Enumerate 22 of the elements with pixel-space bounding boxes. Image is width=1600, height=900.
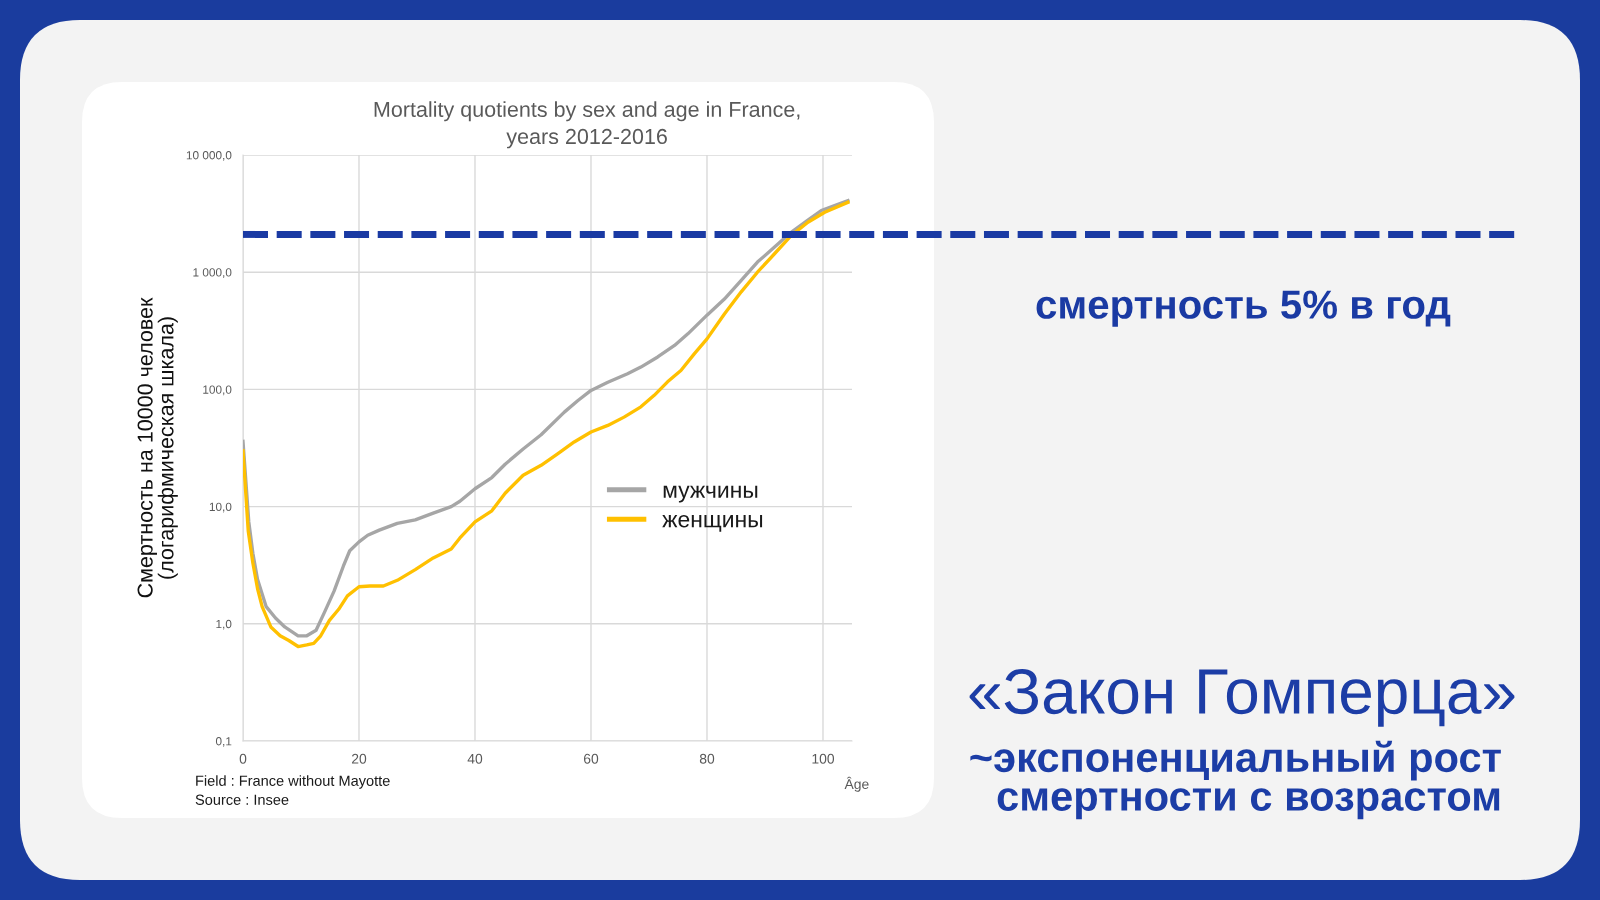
chart-title: Mortality quotients by sex and age in France, years 2012-2016: [374, 101, 800, 149]
x-axis-title: Âge: [844, 776, 869, 792]
x-tick-label: 80: [699, 753, 715, 764]
text: ~экспоненциальный рост смертности с возрастом: [970, 740, 1501, 820]
x-tick-label: 60: [583, 753, 599, 764]
x-tick-label: 20: [351, 753, 367, 764]
x-tick-label: 100: [812, 753, 835, 764]
y-tick-label: 10 000,0: [186, 151, 232, 161]
y-tick-label: 1,0: [216, 619, 232, 630]
text: «Закон Гомперца»: [969, 668, 1515, 727]
y-tick-label: 100,0: [203, 385, 232, 396]
ref-line-label: смертность 5% в год: [1036, 290, 1451, 327]
x-tick-label: 0: [239, 753, 247, 764]
text: Field : France without Mayotte: [196, 775, 390, 789]
y-tick-label: 0,1: [215, 737, 232, 747]
legend-label: женщины: [662, 514, 763, 532]
legend-label: мужчины: [663, 485, 758, 503]
y-tick-label: 10,0: [209, 502, 232, 513]
source-note: Source : Insee: [195, 794, 289, 805]
x-tick-label: 40: [467, 753, 483, 764]
y-axis-title: Смертность на 10000 человек (логарифмическая шкала): [137, 297, 178, 598]
y-tick-label: 1 000,0: [193, 268, 232, 278]
